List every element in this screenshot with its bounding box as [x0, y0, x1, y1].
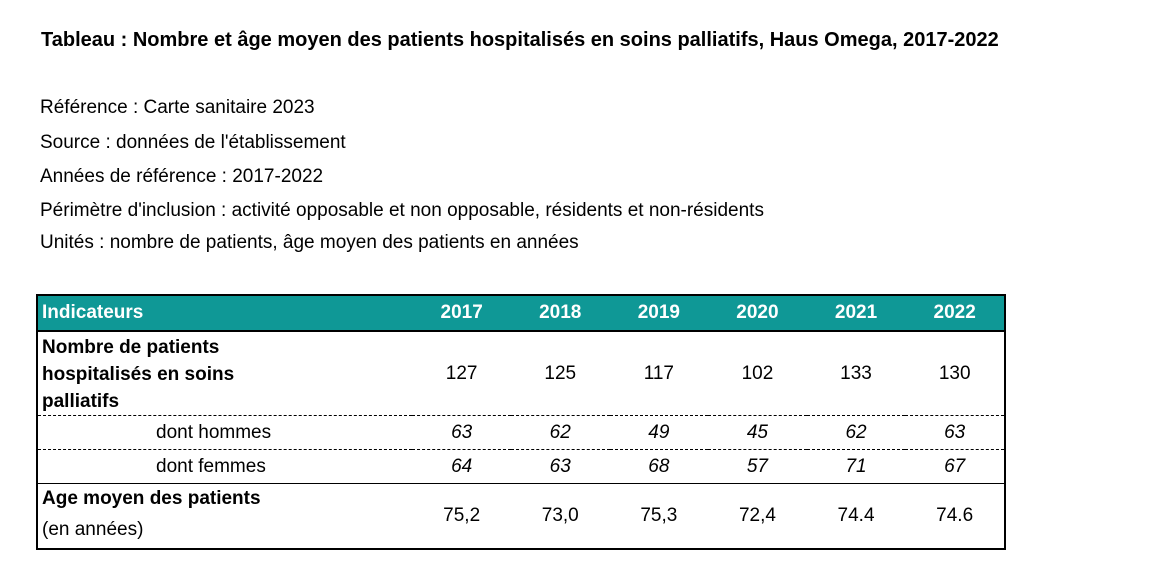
table-cell: 63: [905, 415, 1005, 450]
table-cell: 71: [806, 449, 906, 484]
header-cell-year: 2022: [905, 295, 1005, 332]
table-cell: 72,4: [708, 483, 807, 549]
data-table: Indicateurs 2017 2018 2019 2020 2021 202…: [36, 294, 1006, 550]
table-cell: 125: [544, 363, 577, 384]
table-cell: 74.4: [806, 483, 906, 549]
row-label-total-patients: Nombre de patients hospitalisés en soins…: [37, 331, 412, 416]
header-cell-year: 2018: [510, 295, 610, 332]
meta-scope: Périmètre d'inclusion : activité opposab…: [40, 200, 764, 221]
header-cell-indicators: Indicateurs: [37, 295, 413, 332]
row-label-line: hospitalisés en soins: [42, 364, 235, 385]
table-cell: 75,2: [412, 483, 511, 549]
table-row-average-age: Age moyen des patients (en années) 75,2 …: [37, 483, 1005, 549]
table-cell: 45: [708, 415, 807, 450]
table-cell: 75,3: [609, 483, 709, 549]
row-label-men: dont hommes: [37, 415, 413, 450]
row-label-line: Age moyen des patients: [42, 488, 261, 509]
table-cell: 68: [609, 449, 709, 484]
header-cell-year: 2017: [412, 295, 511, 332]
table-row-total-patients: Nombre de patients hospitalisés en soins…: [37, 331, 1005, 416]
page-title: Tableau : Nombre et âge moyen des patien…: [41, 29, 999, 51]
header-cell-year: 2021: [806, 295, 906, 332]
table-cell: 62: [806, 415, 906, 450]
row-label-line: palliatifs: [42, 391, 120, 412]
meta-units: Unités : nombre de patients, âge moyen d…: [40, 232, 579, 253]
row-label-line: Nombre de patients: [42, 337, 220, 358]
header-cell-year: 2019: [609, 295, 709, 332]
table-header-row: Indicateurs 2017 2018 2019 2020 2021 202…: [37, 295, 1005, 332]
table-cell: 62: [510, 415, 610, 450]
row-sublabel: (en années): [42, 519, 144, 540]
table-cell: 57: [708, 449, 807, 484]
meta-source: Source : données de l'établissement: [40, 132, 346, 153]
table-cell: 49: [609, 415, 709, 450]
table-cell: 63: [510, 449, 610, 484]
table-row-women: dont femmes 64 63 68 57 71 67: [37, 449, 1005, 484]
table-cell: 73,0: [510, 483, 610, 549]
row-label-women: dont femmes: [37, 449, 413, 484]
table-cell: 133: [840, 363, 872, 384]
table-cell: 102: [741, 363, 774, 384]
header-cell-year: 2020: [708, 295, 807, 332]
meta-reference: Référence : Carte sanitaire 2023: [40, 97, 315, 118]
table-cell: 117: [643, 363, 674, 384]
table-cell: 63: [412, 415, 511, 450]
table-cell: 64: [412, 449, 511, 484]
meta-years: Années de référence : 2017-2022: [40, 166, 324, 187]
table-row-men: dont hommes 63 62 49 45 62 63: [37, 415, 1005, 450]
table-cell: 67: [905, 449, 1005, 484]
table-cell: 74.6: [905, 483, 1005, 549]
row-label-average-age: Age moyen des patients (en années): [37, 483, 413, 549]
table-cell: 127: [445, 363, 478, 384]
table-cell: 130: [938, 363, 971, 384]
